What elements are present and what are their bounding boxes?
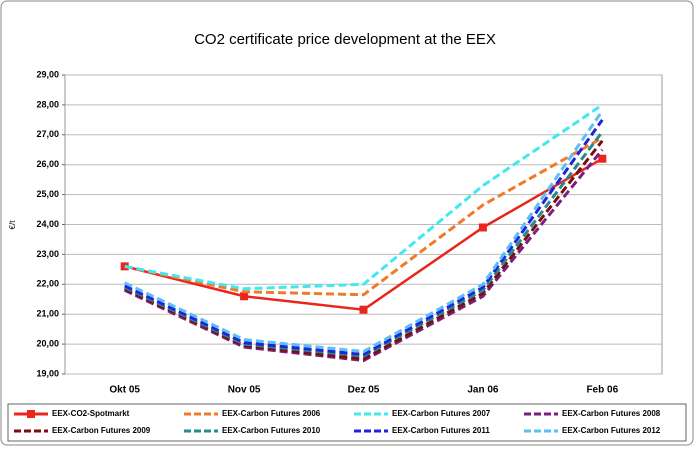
y-tick-label: 25,00 — [36, 189, 59, 199]
y-tick-label: 24,00 — [36, 219, 59, 229]
y-tick-label: 21,00 — [36, 309, 59, 319]
series-line — [124, 136, 604, 297]
legend-label: EEX-Carbon Futures 2010 — [222, 426, 321, 435]
point-marker — [478, 223, 487, 232]
point-marker — [359, 305, 368, 314]
legend-label: EEX-CO2-Spotmarkt — [52, 409, 130, 418]
x-tick-label: Nov 05 — [228, 385, 261, 396]
series-line — [124, 110, 604, 354]
y-tick-label: 28,00 — [36, 99, 59, 109]
legend-label: EEX-Carbon Futures 2008 — [562, 409, 661, 418]
point-marker — [598, 154, 607, 163]
legend-label: EEX-Carbon Futures 2007 — [392, 409, 491, 418]
legend-label: EEX-Carbon Futures 2011 — [392, 426, 490, 435]
legend-label: EEX-Carbon Futures 2012 — [562, 426, 661, 435]
series-line — [124, 103, 604, 291]
y-axis-label: €/t — [8, 220, 17, 230]
legend-marker — [27, 410, 35, 418]
y-tick-label: 22,00 — [36, 279, 59, 289]
y-tick-label: 20,00 — [36, 338, 59, 348]
y-tick-label: 19,00 — [36, 368, 59, 378]
point-marker — [240, 292, 249, 301]
y-tick-label: 27,00 — [36, 129, 59, 139]
legend-label: EEX-Carbon Futures 2006 — [222, 409, 321, 418]
series-line — [124, 118, 604, 357]
y-tick-label: 26,00 — [36, 159, 59, 169]
legend-box — [7, 403, 687, 442]
y-tick-label: 23,00 — [36, 249, 59, 259]
x-tick-label: Dez 05 — [348, 385, 380, 396]
y-tick-label: 29,00 — [36, 69, 59, 79]
x-tick-label: Feb 06 — [586, 385, 618, 396]
legend-label: EEX-Carbon Futures 2009 — [52, 426, 151, 435]
x-tick-label: Jan 06 — [467, 385, 499, 396]
x-tick-label: Okt 05 — [109, 385, 140, 396]
chart-title: CO2 certificate price development at the… — [194, 31, 496, 48]
